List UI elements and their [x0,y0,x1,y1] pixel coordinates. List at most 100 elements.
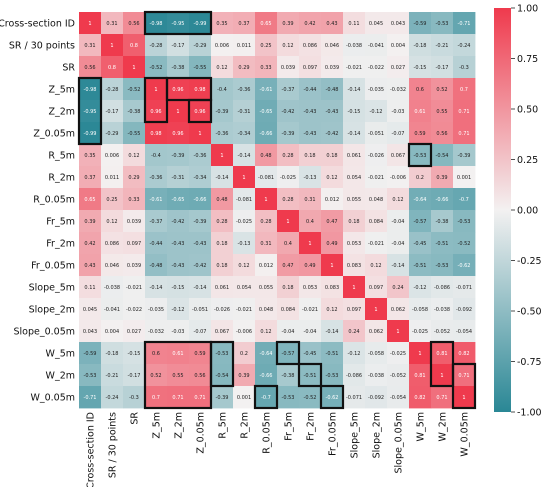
cell-value-r12-c16: -0.086 [434,285,450,291]
heatmap-cell-r2-c2 [123,56,146,79]
heatmap-cell-r17-c13 [365,386,388,409]
heatmap-cell-r3-c0 [79,78,102,101]
heatmap-cell-r8-c16 [431,188,454,211]
heatmap-cell-r11-c5 [189,254,212,277]
heatmap-cell-r17-c11 [321,386,344,409]
heatmap-cell-r9-c11 [321,210,344,233]
cell-value-r9-c5: -0.39 [194,219,207,225]
heatmap-cell-r4-c9 [277,100,300,123]
cell-value-r0-c5: -0.99 [194,21,207,27]
heatmap-cell-r10-c16 [431,232,454,255]
heatmap-cell-r17-c1 [101,386,124,409]
heatmap-cell-r1-c13 [365,34,388,57]
cell-value-r7-c6: -0.14 [216,175,229,181]
row-label-13: Slope_2m [29,305,75,316]
cell-value-r17-c7: 0.001 [237,395,251,401]
row-label-0: Cross-section ID [0,19,75,30]
cell-value-r2-c4: -0.38 [172,65,185,71]
cell-value-r9-c12: 0.18 [348,219,359,225]
cell-value-r5-c3: 0.98 [150,131,161,137]
heatmap-cell-r5-c10 [299,122,322,145]
column-label-1: SR / 30 points [108,412,119,478]
heatmap-cell-r7-c7 [233,166,256,189]
heatmap-cell-r1-c3 [145,34,168,57]
heatmap-cell-r17-c0 [79,386,102,409]
row-label-14: Slope_0.05m [13,327,75,338]
cell-value-r8-c3: -0.61 [150,197,163,203]
cell-value-r8-c17: -0.7 [459,197,469,203]
cell-value-r12-c13: 0.097 [369,285,383,291]
heatmap-cell-r2-c9 [277,56,300,79]
cell-value-r3-c8: -0.61 [260,87,273,93]
cell-value-r1-c2: 0.8 [130,43,138,49]
cell-value-r4-c13: -0.12 [370,109,383,115]
heatmap-cell-r3-c2 [123,78,146,101]
cell-value-r9-c9: 1 [286,219,289,225]
column-label-2: SR [130,412,141,425]
cell-value-r16-c10: -0.51 [304,373,317,379]
cell-value-r6-c9: 0.28 [282,153,293,159]
heatmap-cell-r14-c17 [453,320,476,343]
cell-value-r3-c4: 0.96 [172,87,183,93]
heatmap-cell-r11-c7 [233,254,256,277]
cell-value-r0-c1: 0.31 [106,21,117,27]
heatmap-cell-r3-c12 [343,78,366,101]
heatmap-cell-r8-c10 [299,188,322,211]
highlight-boxes [77,10,477,410]
heatmap-cell-r1-c6 [211,34,234,57]
cell-value-r8-c10: 0.31 [304,197,315,203]
heatmap-cell-r11-c11 [321,254,344,277]
cell-value-r17-c5: 0.71 [194,395,205,401]
cell-value-r10-c9: 0.4 [284,241,292,247]
cell-value-r15-c13: -0.058 [368,351,384,357]
cell-value-r14-c2: 0.027 [127,329,141,335]
row-label-11: Fr_0.05m [31,261,75,272]
row-label-7: R_2m [48,173,75,184]
cell-value-r7-c16: 0.39 [436,175,447,181]
cell-value-r9-c7: -0.025 [236,219,252,225]
heatmap-cell-r8-c8 [255,188,278,211]
cell-value-r17-c0: -0.71 [84,395,97,401]
heatmap-cell-r6-c17 [453,144,476,167]
cell-value-r9-c8: 0.28 [260,219,271,225]
heatmap-cell-r7-c14 [387,166,410,189]
heatmap-cell-r10-c11 [321,232,344,255]
cell-value-r13-c2: -0.022 [126,307,142,313]
cell-value-r7-c9: -0.025 [280,175,296,181]
cell-value-r10-c0: 0.42 [84,241,95,247]
heatmap-cell-r8-c15 [409,188,432,211]
heatmap-cell-r0-c17 [453,12,476,35]
cell-value-r14-c15: -0.025 [412,329,428,335]
heatmap-cell-r4-c8 [255,100,278,123]
heatmap-cell-r3-c7 [233,78,256,101]
cell-value-r10-c17: -0.52 [458,241,471,247]
cell-value-r1-c0: 0.31 [84,43,95,49]
cell-value-r2-c3: -0.52 [150,65,163,71]
heatmap-cell-r15-c15 [409,342,432,365]
cell-value-r8-c16: -0.66 [436,197,449,203]
heatmap-cell-r5-c17 [453,122,476,145]
colorbar-tick-label-2: 0.50 [517,105,538,116]
heatmap-cell-r6-c9 [277,144,300,167]
heatmap-cell-r11-c4 [167,254,190,277]
heatmap-cell-r3-c5 [189,78,212,101]
heatmap-cell-r14-c2 [123,320,146,343]
heatmap-cell-r16-c1 [101,364,124,387]
cell-value-r2-c12: -0.021 [346,65,362,71]
cell-value-r10-c12: 0.053 [347,241,361,247]
heatmap-cell-r3-c4 [167,78,190,101]
heatmap-cell-r10-c7 [233,232,256,255]
heatmap-cell-r14-c10 [299,320,322,343]
cell-value-r2-c6: 0.12 [216,65,227,71]
heatmap-cell-r16-c5 [189,364,212,387]
heatmap-cell-r11-c14 [387,254,410,277]
heatmap-cell-r6-c16 [431,144,454,167]
heatmap-cell-r12-c8 [255,276,278,299]
heatmap-cell-r16-c4 [167,364,190,387]
heatmap-cell-r13-c9 [277,298,300,321]
cell-value-r7-c14: -0.006 [390,175,406,181]
cell-value-r7-c8: -0.081 [258,175,274,181]
cell-value-r8-c12: 0.055 [347,197,361,203]
cell-value-r7-c11: 0.12 [326,175,337,181]
